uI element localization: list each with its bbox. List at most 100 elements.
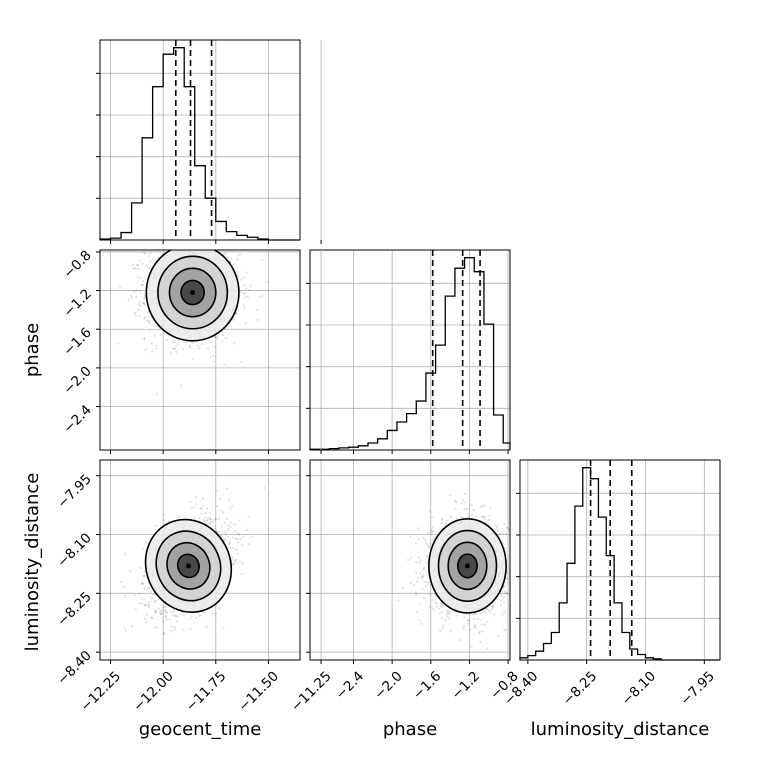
sample-point (206, 235, 208, 237)
sample-point (165, 618, 169, 621)
sample-point (462, 625, 465, 628)
x-axis-labels: geocent_time phase luminosity_distance (139, 719, 710, 740)
sample-point (419, 559, 422, 562)
sample-point (414, 591, 417, 594)
sample-point (142, 251, 146, 254)
sample-point (221, 340, 224, 343)
sample-point (424, 538, 427, 541)
sample-point (163, 609, 166, 612)
x-tick-label-geocent-time: −11.75 (183, 668, 230, 715)
sample-point (489, 506, 492, 509)
sample-point (222, 626, 225, 629)
sample-point (461, 498, 464, 502)
sample-point (428, 593, 431, 596)
sample-point (427, 545, 430, 548)
y-tick-label-phase: −2.0 (60, 363, 94, 397)
histogram-luminosity-distance (519, 467, 720, 661)
sample-point (196, 344, 199, 347)
median-marker (190, 290, 196, 296)
sample-point (170, 630, 173, 633)
sample-point (149, 595, 152, 598)
sample-point (246, 271, 249, 274)
sample-point (226, 256, 229, 259)
sample-point (442, 605, 445, 608)
sample-point (496, 524, 499, 527)
sample-point (205, 507, 209, 510)
sample-point (176, 620, 179, 623)
sample-point (215, 529, 218, 532)
sample-point (155, 392, 158, 395)
sample-point (198, 614, 201, 617)
median-marker (185, 563, 191, 569)
sample-point (224, 532, 228, 535)
sample-point (224, 336, 227, 339)
sample-point (228, 541, 232, 544)
sample-point (233, 523, 236, 526)
joint-density (396, 492, 510, 650)
sample-point (156, 325, 159, 328)
sample-point (206, 518, 209, 521)
sample-point (473, 623, 477, 627)
sample-point (428, 605, 431, 608)
sample-point (496, 529, 499, 532)
sample-point (463, 492, 466, 495)
sample-point (211, 520, 214, 523)
sample-point (483, 515, 487, 518)
x-tick-label-phase: −2.4 (333, 668, 367, 702)
sample-point (477, 632, 481, 635)
sample-point (215, 489, 218, 492)
sample-point (396, 599, 399, 602)
sample-point (426, 584, 429, 587)
sample-point (238, 519, 241, 522)
contour-line (166, 541, 211, 590)
sample-point (499, 604, 502, 607)
sample-point (224, 243, 226, 245)
sample-point (137, 308, 140, 311)
sample-point (474, 612, 478, 615)
sample-point (202, 504, 205, 507)
sample-point (195, 616, 198, 619)
sample-point (143, 317, 146, 320)
sample-point (130, 296, 133, 299)
sample-point (456, 614, 459, 617)
sample-point (143, 598, 146, 601)
sample-point (163, 513, 166, 516)
sample-point (239, 361, 242, 364)
sample-point (134, 266, 137, 270)
sample-point (506, 592, 509, 595)
sample-point (164, 615, 168, 618)
sample-point (238, 560, 242, 563)
sample-point (182, 614, 185, 617)
sample-point (144, 303, 147, 306)
sample-point (493, 613, 496, 616)
joint-density (119, 486, 266, 635)
sample-point (143, 297, 146, 300)
sample-point (499, 599, 502, 602)
panel-frame (99, 459, 301, 661)
sample-point (422, 537, 425, 540)
sample-point (216, 337, 219, 340)
sample-point (153, 626, 156, 629)
sample-point (129, 570, 132, 573)
sample-point (466, 622, 470, 625)
sample-point (441, 627, 444, 630)
sample-point (472, 613, 475, 616)
sample-point (149, 251, 152, 255)
sample-point (243, 292, 246, 295)
sample-point (491, 604, 495, 607)
sample-point (243, 291, 246, 295)
sample-point (154, 610, 157, 613)
sample-point (455, 517, 459, 520)
sample-point (162, 606, 166, 609)
sample-point (239, 538, 242, 541)
sample-point (139, 289, 142, 293)
sample-point (503, 629, 506, 632)
sample-point (418, 561, 421, 564)
sample-point (189, 500, 192, 503)
sample-point (488, 518, 491, 521)
sample-point (151, 350, 154, 353)
panel-frame (99, 249, 301, 451)
sample-point (418, 572, 422, 575)
histogram-phase (309, 257, 511, 450)
sample-point (175, 614, 178, 617)
